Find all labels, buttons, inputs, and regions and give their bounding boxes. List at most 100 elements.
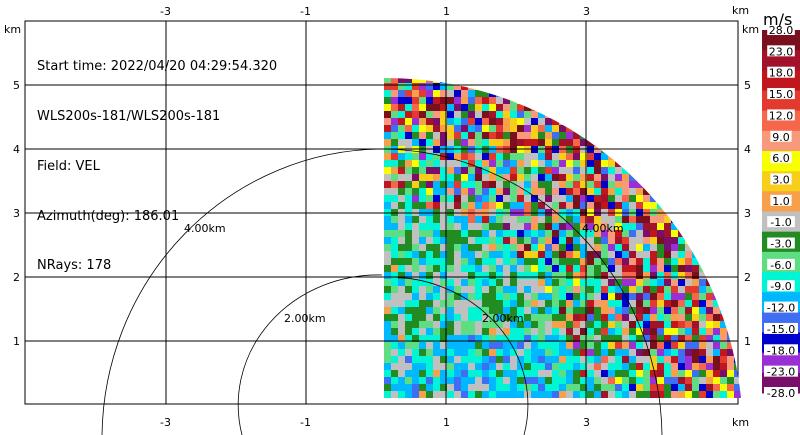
velocity-cell	[489, 363, 496, 370]
velocity-cell	[566, 181, 573, 188]
velocity-cell	[384, 97, 391, 104]
velocity-cell	[678, 314, 685, 321]
velocity-cell	[650, 307, 657, 314]
velocity-cell	[692, 258, 699, 265]
velocity-cell	[447, 335, 454, 342]
velocity-cell	[671, 244, 678, 251]
velocity-cell	[643, 272, 650, 279]
velocity-cell	[489, 188, 496, 195]
velocity-cell	[573, 356, 580, 363]
velocity-cell	[433, 314, 440, 321]
velocity-cell	[538, 167, 545, 174]
velocity-cell	[517, 153, 524, 160]
velocity-cell	[643, 202, 650, 209]
velocity-cell	[559, 244, 566, 251]
velocity-cell	[629, 377, 636, 384]
velocity-cell	[405, 314, 412, 321]
velocity-cell	[552, 384, 559, 391]
velocity-cell	[433, 104, 440, 111]
velocity-cell	[489, 181, 496, 188]
velocity-cell	[447, 258, 454, 265]
velocity-cell	[545, 279, 552, 286]
velocity-cell	[398, 300, 405, 307]
velocity-cell	[524, 342, 531, 349]
velocity-cell	[699, 342, 706, 349]
velocity-cell	[447, 174, 454, 181]
velocity-cell	[468, 237, 475, 244]
velocity-cell	[671, 293, 678, 300]
velocity-cell	[678, 265, 685, 272]
velocity-cell	[489, 384, 496, 391]
velocity-cell	[489, 272, 496, 279]
velocity-cell	[468, 279, 475, 286]
velocity-cell	[447, 132, 454, 139]
velocity-cell	[685, 328, 692, 335]
velocity-cell	[580, 202, 587, 209]
velocity-cell	[426, 104, 433, 111]
velocity-cell	[384, 111, 391, 118]
velocity-cell	[475, 335, 482, 342]
velocity-cell	[447, 230, 454, 237]
velocity-cell	[398, 181, 405, 188]
velocity-cell	[727, 384, 734, 391]
velocity-cell	[664, 279, 671, 286]
velocity-cell	[552, 174, 559, 181]
velocity-cell	[440, 118, 447, 125]
velocity-cell	[426, 265, 433, 272]
velocity-cell	[545, 181, 552, 188]
velocity-cell	[601, 349, 608, 356]
velocity-cell	[433, 118, 440, 125]
colorbar-label: -28.0	[767, 387, 795, 400]
velocity-cell	[454, 300, 461, 307]
velocity-cell	[692, 356, 699, 363]
velocity-cell	[524, 314, 531, 321]
velocity-cell	[566, 342, 573, 349]
velocity-cell	[559, 279, 566, 286]
velocity-cell	[580, 265, 587, 272]
velocity-cell	[398, 342, 405, 349]
y-tick-label: 4	[13, 143, 20, 156]
velocity-cell	[503, 251, 510, 258]
velocity-cell	[671, 265, 678, 272]
velocity-cell	[601, 314, 608, 321]
velocity-cell	[531, 125, 538, 132]
velocity-cell	[566, 356, 573, 363]
velocity-cell	[524, 104, 531, 111]
velocity-cell	[524, 132, 531, 139]
velocity-cell	[559, 132, 566, 139]
velocity-cell	[531, 321, 538, 328]
velocity-cell	[559, 342, 566, 349]
colorbar-label: 1.0	[772, 195, 790, 208]
velocity-cell	[678, 293, 685, 300]
velocity-cell	[545, 398, 552, 399]
velocity-cell	[629, 363, 636, 370]
velocity-cell	[510, 356, 517, 363]
velocity-cell	[538, 356, 545, 363]
velocity-cell	[482, 90, 489, 97]
velocity-cell	[608, 335, 615, 342]
velocity-cell	[664, 391, 671, 398]
velocity-cell	[531, 153, 538, 160]
velocity-cell	[384, 160, 391, 167]
velocity-cell	[608, 202, 615, 209]
velocity-cell	[706, 370, 713, 377]
velocity-cell	[503, 97, 510, 104]
velocity-cell	[475, 251, 482, 258]
velocity-cell	[405, 251, 412, 258]
velocity-cell	[454, 104, 461, 111]
velocity-cell	[552, 314, 559, 321]
velocity-cell	[566, 321, 573, 328]
velocity-cell	[643, 230, 650, 237]
velocity-cell	[706, 384, 713, 391]
velocity-cell	[433, 153, 440, 160]
velocity-cell	[608, 265, 615, 272]
velocity-cell	[706, 293, 713, 300]
velocity-cell	[531, 195, 538, 202]
velocity-cell	[503, 223, 510, 230]
velocity-cell	[433, 356, 440, 363]
velocity-cell	[545, 230, 552, 237]
velocity-cell	[594, 223, 601, 230]
velocity-cell	[496, 195, 503, 202]
velocity-cell	[678, 377, 685, 384]
velocity-cell	[503, 244, 510, 251]
